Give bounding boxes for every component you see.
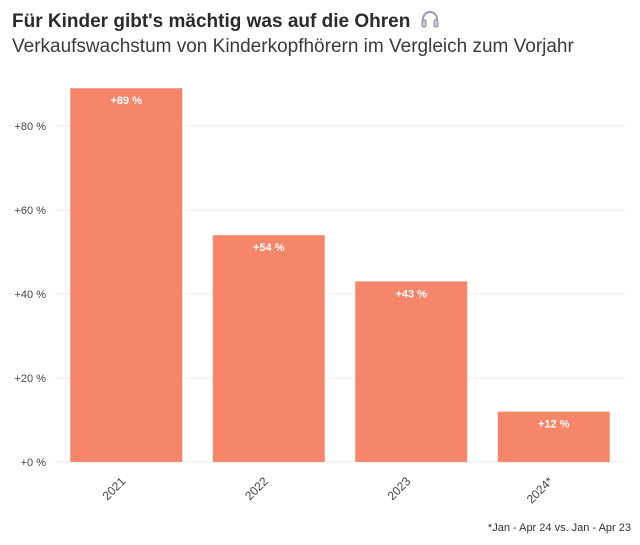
x-tick-label: 2022	[242, 474, 271, 503]
x-tick-label: 2023	[385, 474, 414, 503]
bar	[497, 411, 610, 462]
y-tick-label: +40 %	[15, 289, 47, 301]
chart-title-text: Für Kinder gibt's mächtig was auf die Oh…	[12, 11, 411, 32]
bar	[70, 88, 183, 462]
y-tick-label: +60 %	[15, 205, 47, 217]
bar-data-label: +54 %	[253, 242, 285, 254]
chart-title: Für Kinder gibt's mächtig was auf die Oh…	[12, 9, 440, 35]
y-tick-label: +20 %	[15, 373, 47, 385]
y-tick-label: +0 %	[21, 457, 47, 469]
footnote: *Jan - Apr 24 vs. Jan - Apr 23	[487, 522, 631, 534]
y-tick-label: +80 %	[15, 121, 47, 133]
bar-data-label: +43 %	[396, 288, 428, 300]
bar	[355, 281, 468, 462]
headphones-icon	[420, 9, 440, 35]
chart-subtitle: Verkaufswachstum von Kinderkopfhörern im…	[12, 36, 574, 57]
bar-data-label: +89 %	[111, 95, 143, 107]
x-tick-label: 2021	[100, 474, 129, 503]
bar	[212, 235, 325, 462]
bar-data-label: +12 %	[538, 419, 570, 431]
x-tick-label: 2024*	[524, 474, 556, 506]
